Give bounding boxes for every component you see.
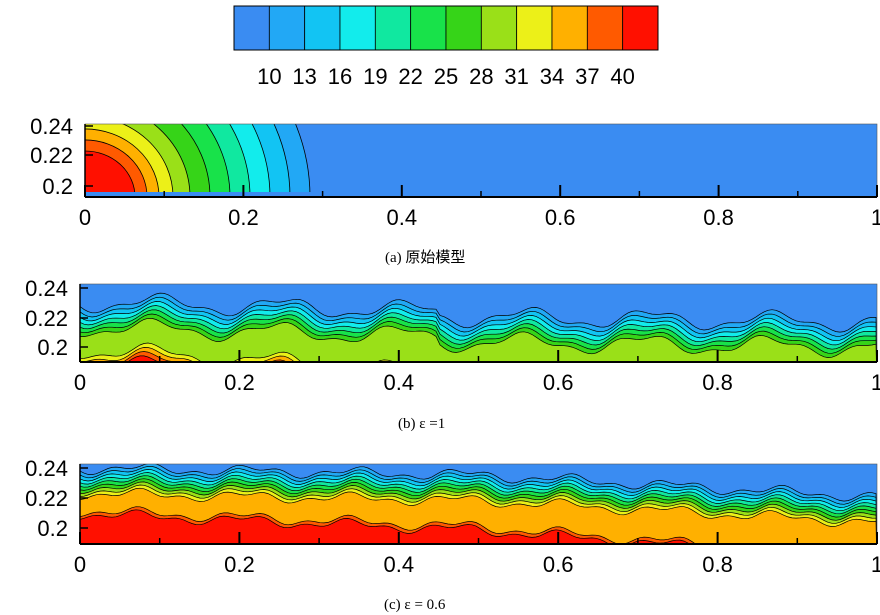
colorbar-label: 16 <box>328 64 352 89</box>
panel-c: 0 0.2 0.4 0.6 0.8 10.240.220.2 (c) ε = 0.6 <box>25 456 880 613</box>
colorbar-swatch <box>445 5 482 51</box>
x-tick-label: 0.8 <box>703 205 734 230</box>
x-tick-label: 0.2 <box>228 205 259 230</box>
colorbar-label: 25 <box>434 64 458 89</box>
colorbar-swatch <box>516 5 553 51</box>
panel-c-contours <box>80 464 877 544</box>
colorbar-frame <box>233 5 659 51</box>
x-tick-label: 0 <box>79 205 91 230</box>
y-tick-label: 0.2 <box>42 174 73 199</box>
colorbar-label: 19 <box>363 64 387 89</box>
y-tick-label: 0.24 <box>25 276 68 301</box>
colorbar-swatch <box>339 5 376 51</box>
x-tick-label: 0.6 <box>543 370 574 395</box>
panel-a-caption: (a) 原始模型 <box>385 249 465 266</box>
colorbar-label: 37 <box>575 64 599 89</box>
x-tick-label: 0.2 <box>224 552 255 577</box>
x-tick-label: 0.4 <box>384 370 415 395</box>
x-tick-label: 1 <box>871 552 880 577</box>
x-tick-label: 0 <box>74 552 86 577</box>
y-tick-label: 0.22 <box>30 143 73 168</box>
panel-b-ticks: 0 0.2 0.4 0.6 0.8 10.240.220.2 <box>25 276 880 395</box>
colorbar-swatch <box>622 5 659 51</box>
panel-b-plot <box>80 284 877 362</box>
panel-b-contour-band <box>80 317 877 362</box>
y-tick-label: 0.2 <box>37 516 68 541</box>
colorbar-swatch <box>304 5 341 51</box>
colorbar-swatch <box>233 5 270 51</box>
colorbar-label: 10 <box>257 64 281 89</box>
colorbar-swatch <box>268 5 306 51</box>
panel-c-caption: (c) ε = 0.6 <box>384 597 446 613</box>
panel-b-contours <box>80 292 877 362</box>
y-tick-label: 0.22 <box>25 486 68 511</box>
panel-a: 0 0.2 0.4 0.6 0.8 10.240.220.2 (a) 原始模型 <box>30 114 880 266</box>
colorbar-label: 40 <box>610 64 634 89</box>
colorbar <box>233 5 659 51</box>
colorbar-swatch <box>586 5 624 51</box>
x-tick-label: 0 <box>74 370 86 395</box>
colorbar-label: 34 <box>540 64 564 89</box>
x-tick-label: 1 <box>871 205 880 230</box>
y-tick-label: 0.24 <box>30 114 73 139</box>
panel-a-contour-band <box>85 150 136 197</box>
panel-b-contour-band <box>126 355 160 362</box>
colorbar-labels: 10 13 16 19 22 25 28 31 34 37 40 <box>257 64 635 89</box>
y-tick-label: 0.22 <box>25 306 68 331</box>
colorbar-swatch <box>551 5 588 51</box>
colorbar-label: 13 <box>292 64 316 89</box>
x-tick-label: 0.4 <box>384 552 415 577</box>
colorbar-label: 31 <box>504 64 528 89</box>
colorbar-label: 28 <box>469 64 493 89</box>
colorbar-swatch <box>374 5 412 51</box>
panel-b-caption: (b) ε =1 <box>398 416 445 432</box>
x-tick-label: 0.8 <box>702 552 733 577</box>
colorbar-swatch <box>410 5 447 51</box>
colorbar-swatch <box>480 5 518 51</box>
panel-c-contour-band <box>80 509 691 544</box>
x-tick-label: 0.4 <box>387 205 418 230</box>
colorbar-label: 22 <box>398 64 422 89</box>
x-tick-label: 1 <box>871 370 880 395</box>
x-tick-label: 0.8 <box>702 370 733 395</box>
panel-a-ticks: 0 0.2 0.4 0.6 0.8 10.240.220.2 <box>30 114 880 230</box>
y-tick-label: 0.24 <box>25 456 68 481</box>
x-tick-label: 0.2 <box>224 370 255 395</box>
x-tick-label: 0.6 <box>545 205 576 230</box>
panel-c-plot <box>80 464 877 544</box>
y-tick-label: 0.2 <box>37 335 68 360</box>
panel-c-ticks: 0 0.2 0.4 0.6 0.8 10.240.220.2 <box>25 456 880 577</box>
panel-b: 0 0.2 0.4 0.6 0.8 10.240.220.2 (b) ε =1 <box>25 276 880 432</box>
x-tick-label: 0.6 <box>543 552 574 577</box>
